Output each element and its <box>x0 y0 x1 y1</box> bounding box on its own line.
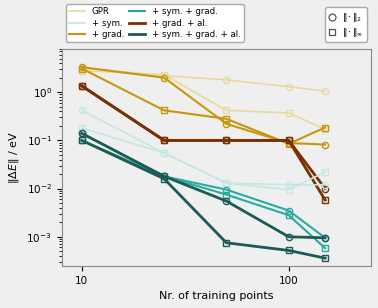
Legend: $\|\cdot\|_2$, $\|\cdot\|_\infty$: $\|\cdot\|_2$, $\|\cdot\|_\infty$ <box>325 7 367 42</box>
Y-axis label: $\|\Delta E\|$ / eV: $\|\Delta E\|$ / eV <box>7 131 21 184</box>
X-axis label: Nr. of training points: Nr. of training points <box>159 291 274 301</box>
